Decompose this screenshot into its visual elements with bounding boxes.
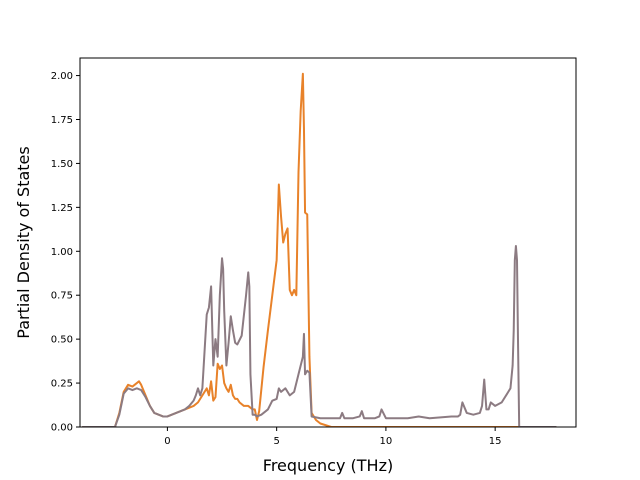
x-axis-label: Frequency (THz) (263, 456, 393, 475)
x-axis-ticks: 0 5 10 15 (164, 427, 502, 447)
plot-area (82, 72, 557, 427)
axes-frame (79, 57, 577, 428)
series-line-2 (82, 245, 557, 427)
x-tick-label: 5 (273, 436, 279, 447)
y-tick-label: 1.00 (51, 247, 73, 258)
y-tick-label: 1.75 (51, 115, 73, 126)
y-tick-label: 0.00 (51, 423, 73, 434)
y-tick-label: 2.00 (51, 71, 73, 82)
y-axis-label: Partial Density of States (14, 146, 33, 338)
y-tick-label: 1.25 (51, 203, 73, 214)
series-layer (82, 72, 557, 427)
x-tick-label: 0 (164, 436, 170, 447)
y-tick-label: 0.25 (51, 379, 73, 390)
series-line-1 (82, 72, 557, 427)
y-tick-label: 0.50 (51, 335, 73, 346)
y-tick-label: 1.50 (51, 159, 73, 170)
x-tick-label: 15 (489, 436, 502, 447)
y-axis-ticks: 0.00 0.25 0.50 0.75 1.00 1.25 1.50 1.75 2.00 (51, 71, 80, 434)
y-tick-label: 0.75 (51, 291, 73, 302)
x-tick-label: 10 (380, 436, 393, 447)
